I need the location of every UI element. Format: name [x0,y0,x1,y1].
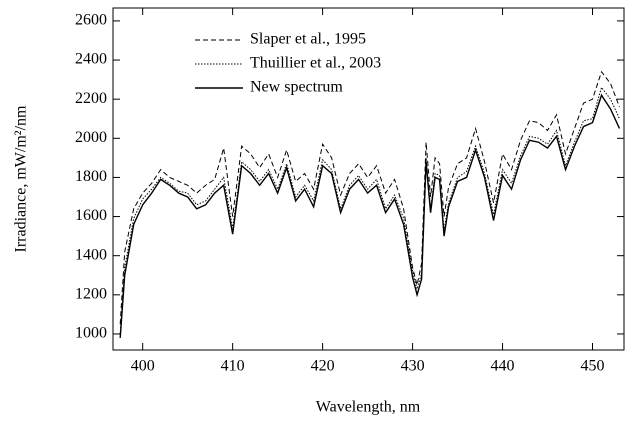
x-tick-label: 400 [131,358,155,375]
plot-lines [119,70,621,338]
y-tick-label: 1200 [75,285,107,302]
x-tick-label: 440 [491,358,515,375]
series-line [119,70,620,325]
legend-label: New spectrum [250,79,343,96]
y-tick-label: 2000 [75,129,107,146]
y-tick-label: 2200 [75,90,107,107]
y-tick-label: 2400 [75,51,107,68]
y-tick-label: 1400 [75,246,107,263]
legend-label: Thuillier et al., 2003 [250,55,381,72]
x-tick-label: 420 [311,358,335,375]
legend-label: Slaper et al., 1995 [250,31,366,48]
y-tick-label: 1000 [75,325,107,342]
series-line [119,86,620,334]
x-tick-label: 410 [221,358,245,375]
x-tick-label: 450 [581,358,605,375]
y-tick-label: 1600 [75,207,107,224]
x-axis-label: Wavelength, nm [316,399,421,416]
y-tick-label: 2600 [75,12,107,29]
y-axis-label: Irradiance, mW/m²/nm [13,105,30,253]
plot-frame [112,7,625,351]
y-tick-label: 1800 [75,168,107,185]
series-line [119,93,621,338]
x-tick-label: 430 [401,358,425,375]
